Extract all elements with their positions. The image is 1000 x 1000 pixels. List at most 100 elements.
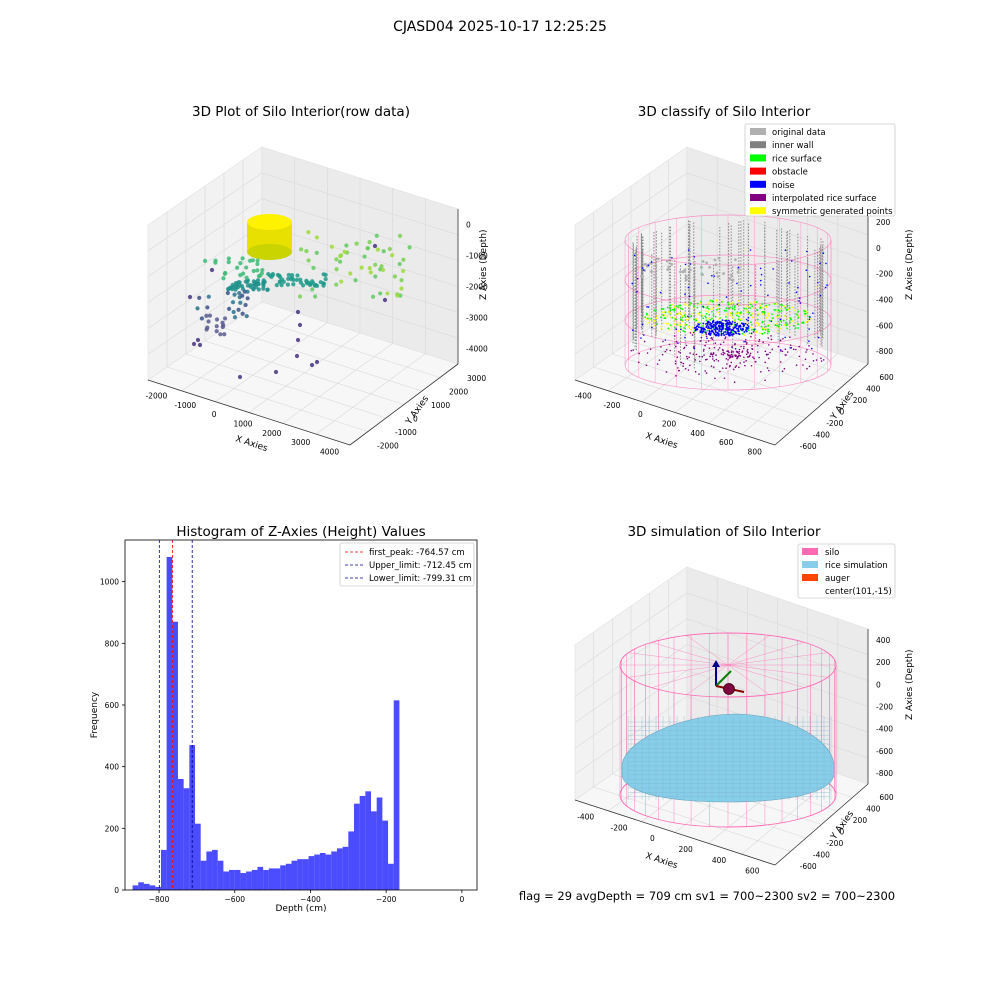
interpolated-point	[782, 337, 784, 340]
noise-point	[631, 282, 634, 285]
scatter-point	[228, 285, 234, 290]
rice-surface-point	[668, 306, 671, 309]
interpolated-point	[743, 347, 745, 350]
y-tick-label: -600	[800, 442, 817, 451]
rice-surface-point	[768, 303, 771, 306]
noise-point	[745, 326, 748, 329]
scatter-point	[397, 233, 403, 238]
histogram-bar	[382, 820, 389, 890]
scatter-point	[365, 246, 370, 251]
noise-point	[780, 349, 782, 351]
rice-surface-point	[755, 301, 758, 303]
z-tick-label: -800	[876, 769, 893, 778]
z-tick-label: -3000	[466, 314, 488, 323]
interpolated-point	[699, 340, 702, 342]
scatter-point	[379, 264, 384, 269]
scatter-point	[238, 273, 243, 278]
rice-surface-point	[650, 317, 653, 320]
noise-point	[664, 339, 667, 341]
rice-surface-point	[685, 323, 688, 326]
rice-surface-point	[756, 322, 759, 324]
x-tick-label: 0	[638, 410, 643, 419]
noise-point	[737, 330, 740, 332]
interpolated-point	[734, 354, 736, 356]
histogram-bar	[251, 869, 258, 890]
rice-surface-point	[717, 311, 720, 314]
interpolated-point	[735, 354, 737, 357]
noise-point	[806, 250, 808, 253]
rice-surface-point	[697, 321, 700, 323]
rice-surface-point	[669, 324, 672, 327]
scatter-point	[273, 369, 279, 375]
interpolated-point	[795, 348, 797, 351]
scatter-point	[240, 311, 245, 316]
histogram-bar	[285, 863, 292, 890]
noise-point	[684, 293, 686, 296]
auger-y-arrow	[715, 670, 732, 687]
interpolated-point	[680, 361, 683, 364]
silo-top-spoke	[628, 652, 828, 678]
noise-point	[808, 340, 810, 342]
scatter-point	[204, 313, 209, 318]
silo-ring	[624, 339, 832, 391]
rice-surface-point	[761, 313, 764, 315]
interpolated-point	[768, 357, 770, 360]
scatter-point	[389, 253, 395, 258]
interpolated-point	[734, 342, 736, 345]
z-tick-label: -4000	[466, 345, 488, 354]
rice-surface-point	[803, 310, 805, 312]
rice-surface-point	[699, 322, 701, 325]
legend-swatch	[802, 561, 818, 568]
scatter-point	[329, 244, 334, 249]
rice-surface-point	[667, 322, 669, 325]
rice-surface-point	[715, 299, 718, 302]
rice-surface-point	[677, 330, 680, 332]
interpolated-point	[820, 360, 823, 362]
scatter-point	[399, 278, 404, 283]
noise-point	[646, 306, 648, 308]
scatter-point	[378, 291, 383, 296]
scatter-point	[362, 254, 367, 259]
legend-swatch	[802, 574, 818, 581]
interpolated-point	[713, 359, 716, 362]
original-data-point	[666, 268, 670, 271]
histogram-bar	[365, 791, 372, 890]
rice-surface-point	[706, 302, 709, 305]
y-tick-label: -1000	[395, 428, 417, 437]
histogram-bar	[257, 866, 264, 890]
rice-surface-point	[679, 312, 682, 314]
noise-point	[731, 321, 734, 323]
rice-surface-point	[669, 312, 671, 315]
rice-surface-point	[720, 300, 723, 303]
scatter-point	[244, 313, 249, 319]
y-tick-label: 200	[105, 824, 120, 833]
interpolated-point	[792, 348, 795, 351]
panel-classify-3d: 3D classify of Silo Interior -400 -200 0 20…	[574, 104, 915, 456]
histogram-bar	[200, 860, 207, 890]
rice-surface-point	[792, 324, 795, 327]
x-tick-label: 600	[719, 438, 734, 447]
z-tick-label: -2000	[466, 283, 488, 292]
noise-point	[684, 263, 687, 266]
scatter-point	[214, 324, 219, 329]
scatter-point	[278, 279, 283, 284]
noise-point	[716, 321, 719, 324]
scatter-point	[367, 266, 372, 271]
interpolated-point	[692, 331, 695, 334]
legend-label: Lower_limit: -799.31 cm	[369, 574, 471, 584]
noise-point	[636, 290, 638, 293]
auger-marker	[723, 683, 735, 695]
rice-surface-point	[681, 319, 683, 322]
noise-point	[725, 296, 728, 298]
interpolated-point	[746, 351, 749, 353]
rice-surface-point	[677, 312, 680, 315]
interpolated-point	[738, 350, 740, 353]
rice-surface-point	[726, 314, 729, 317]
interpolated-point	[804, 358, 807, 361]
interpolated-point	[676, 356, 679, 359]
noise-point	[737, 327, 740, 330]
rice-surface-point	[758, 324, 760, 327]
rice-surface-point	[802, 322, 805, 324]
noise-point	[718, 325, 720, 328]
scatter-point	[313, 294, 318, 299]
